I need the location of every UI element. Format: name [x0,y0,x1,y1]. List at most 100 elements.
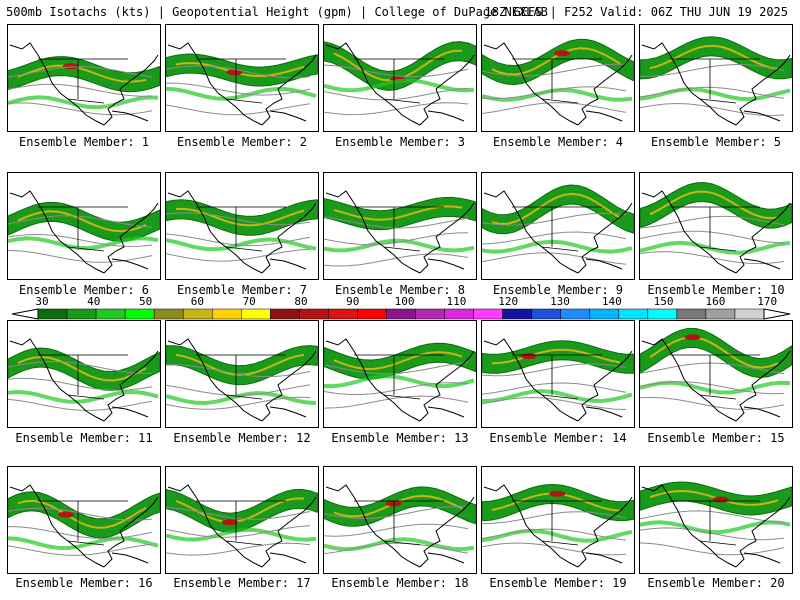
height-contour [640,510,785,524]
colorbar-tick-label: 90 [346,295,360,308]
colorbar-segment [270,308,300,320]
height-contour [482,231,627,245]
coastline [167,190,317,274]
ensemble-map-panel [639,172,793,280]
height-contour [8,377,153,391]
ensemble-member-label: Ensemble Member: 16 [15,576,153,590]
colorbar-tick-label: 140 [601,295,622,308]
height-contour [324,64,469,78]
colorbar-segment [676,308,707,320]
height-contour [482,102,627,114]
height-contour [324,87,469,101]
isotach-map [166,190,318,274]
political-border [196,500,286,546]
coastline [325,42,475,126]
coastline [325,190,475,274]
jet-core-contour [175,207,305,227]
ensemble-map-panel [323,466,477,574]
height-contour [482,382,627,395]
ensemble-map-panel [639,320,793,428]
height-contour [166,248,311,262]
height-contour [640,396,785,410]
coastline [641,42,791,126]
colorbar-left-arrow [11,308,39,320]
wind-max [226,69,243,76]
colorbar-segment [531,308,561,320]
wind-max [553,50,570,57]
ensemble-map-panel [165,24,319,132]
isotach-map [8,484,160,568]
height-contour [482,363,627,377]
secondary-isotach [166,237,317,252]
coastline [9,190,159,274]
height-contour [482,542,627,556]
secondary-isotach [166,527,317,542]
colorbar-segment [95,308,126,320]
height-contour [8,66,153,78]
coastline [483,190,633,274]
isotach-map [8,42,160,126]
height-contour [324,395,469,409]
header-run-info: 18Z GEFS | F252 Valid: 06Z THU JUN 19 20… [484,5,788,19]
isotach-map [8,190,160,274]
jet-core-contour [17,210,147,233]
height-contour [8,215,153,228]
coastline [9,42,159,126]
ensemble-map-panel [7,24,161,132]
coastline [641,190,791,274]
jet-core-contour [333,351,463,371]
ensemble-map-panel [481,172,635,280]
colorbar-segment [734,308,765,320]
colorbar-segment [328,308,358,320]
height-contour [166,542,311,556]
colorbar-segment [618,308,649,320]
jet-stream-band [482,483,634,522]
coastline [483,338,633,422]
ensemble-member-label: Ensemble Member: 3 [334,135,466,149]
height-contour [640,63,785,77]
colorbar-segment [415,308,445,320]
height-contour [482,511,627,525]
wind-max [62,63,79,70]
colorbar-right-arrow [763,308,791,320]
political-border [512,58,602,104]
colorbar-segment [153,308,184,320]
ensemble-map-panel [165,466,319,574]
political-border [670,354,760,400]
political-border [196,58,286,104]
wind-max [520,353,537,360]
political-border [38,206,128,252]
isotach-map [640,181,792,274]
wind-max [549,490,566,497]
colorbar-segment [705,308,736,320]
political-border [670,206,760,252]
height-contour [482,252,627,265]
ensemble-map-panel [323,24,477,132]
ensemble-member-label: Ensemble Member: 17 [173,576,311,590]
political-border [38,58,128,104]
secondary-isotach [324,238,475,253]
ensemble-map-panel [481,24,635,132]
height-contour [8,526,153,540]
secondary-isotach [8,536,159,551]
political-border [196,206,286,252]
colorbar-segment [124,308,155,320]
jet-core-contour [17,64,147,83]
colorbar-segment [502,308,532,320]
height-contour [482,396,627,410]
colorbar-tick-label: 110 [446,295,467,308]
height-contour [166,233,311,247]
height-contour [482,212,627,226]
secondary-isotach [482,528,633,543]
height-contour [640,251,785,265]
colorbar-segment [473,308,503,320]
colorbar-segment [182,308,213,320]
colorbar-segment [589,308,620,320]
ensemble-map-panel [165,172,319,280]
jet-core-contour [491,192,621,225]
political-border [354,58,444,104]
jet-core-contour [491,348,621,365]
coastline [9,338,159,422]
isotach-map [482,38,634,126]
isotach-map [324,41,476,126]
